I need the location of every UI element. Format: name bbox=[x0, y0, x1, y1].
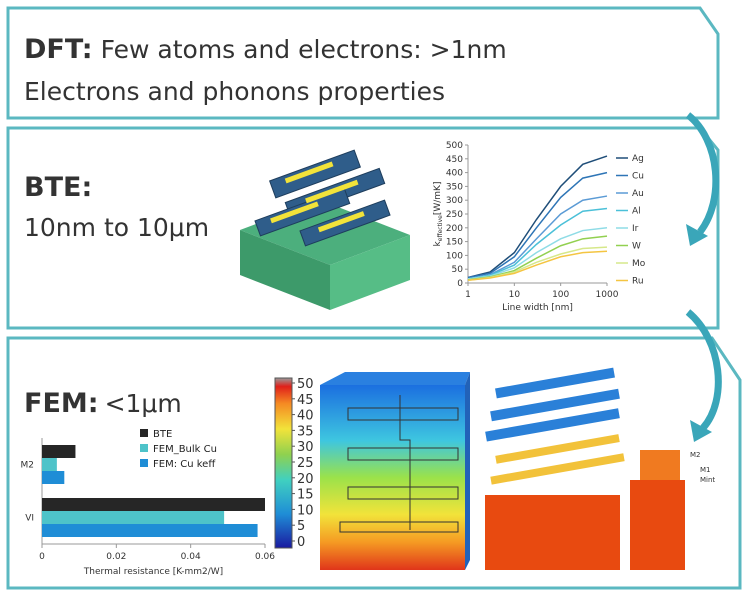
line bbox=[467, 171, 608, 279]
text: Few atoms and electrons: >1nm bbox=[101, 35, 507, 64]
y-tick-label: 50 bbox=[452, 265, 464, 275]
panel-frame bbox=[6, 126, 720, 330]
y-tick-label: 400 bbox=[446, 169, 463, 179]
panel-frame bbox=[6, 6, 720, 120]
y-tick-label: VI bbox=[25, 514, 34, 524]
panel-frames bbox=[6, 6, 742, 590]
x-tick-label: 10 bbox=[509, 290, 521, 300]
x-tick-label: 0.06 bbox=[255, 552, 275, 562]
colorbar-label: 50 bbox=[297, 377, 314, 392]
y-tick-label: 0 bbox=[457, 279, 463, 289]
bar bbox=[42, 511, 225, 524]
fem-temperature-image bbox=[320, 367, 685, 570]
x-tick-label: 1000 bbox=[596, 290, 619, 300]
y-axis-label: keffective[W/mK] bbox=[433, 182, 444, 247]
x-axis-label: Thermal resistance [K-mm2/W] bbox=[83, 567, 223, 577]
y-tick-label: 500 bbox=[446, 141, 463, 151]
y-tick-label: 100 bbox=[446, 251, 463, 261]
panel-line: DFT: Few atoms and electrons: >1nm bbox=[24, 34, 507, 65]
legend-label: FEM: Cu keff bbox=[153, 459, 216, 470]
y-tick-label: M2 bbox=[21, 461, 35, 471]
line bbox=[467, 155, 608, 279]
legend-swatch bbox=[140, 444, 148, 452]
bar bbox=[42, 471, 65, 484]
x-axis-label: Line width [nm] bbox=[502, 303, 573, 313]
colorbar bbox=[274, 377, 293, 549]
colorbar-label: 35 bbox=[297, 424, 314, 439]
label-main: k bbox=[433, 240, 443, 246]
legend-label: Ir bbox=[632, 224, 639, 234]
y-tick-label: 200 bbox=[446, 224, 463, 234]
legend-label: Al bbox=[632, 207, 641, 217]
x-tick-label: 1 bbox=[465, 290, 471, 300]
bar bbox=[42, 458, 57, 471]
arrow-head bbox=[686, 224, 708, 246]
panel-frame bbox=[6, 336, 742, 590]
legend-label: Ag bbox=[632, 154, 644, 164]
x-tick-label: 0.02 bbox=[106, 552, 126, 562]
x-tick-label: 0.04 bbox=[181, 552, 201, 562]
colorbar-label: 25 bbox=[297, 456, 314, 471]
y-tick-label: 450 bbox=[446, 155, 463, 165]
y-tick-label: 150 bbox=[446, 238, 463, 248]
level-label: M1 bbox=[700, 466, 711, 474]
bar bbox=[42, 445, 76, 458]
colorbar-label: 30 bbox=[297, 440, 314, 455]
legend-swatch bbox=[140, 429, 148, 437]
colorbar-label: 15 bbox=[297, 488, 314, 503]
colorbar-label: 20 bbox=[297, 472, 314, 487]
level-label: M2 bbox=[690, 451, 701, 459]
arrows bbox=[685, 112, 722, 431]
y-tick-label: 350 bbox=[446, 182, 463, 192]
heading: FEM: bbox=[24, 388, 99, 419]
legend-label: Ru bbox=[632, 277, 644, 287]
bar bbox=[42, 498, 265, 511]
colorbar-label: 10 bbox=[297, 503, 314, 518]
colorbar-label: 0 bbox=[297, 535, 305, 550]
heading: DFT: bbox=[24, 34, 93, 65]
label-sub: effective bbox=[437, 215, 444, 241]
text: <1μm bbox=[105, 389, 182, 418]
colorbar-label: 5 bbox=[297, 519, 305, 534]
bar bbox=[42, 524, 258, 537]
panel-line: 10nm to 10μm bbox=[24, 213, 209, 242]
y-tick-label: 250 bbox=[446, 210, 463, 220]
curved-arrow bbox=[685, 112, 720, 235]
heading: BTE: bbox=[24, 172, 92, 203]
x-tick-label: 100 bbox=[552, 290, 569, 300]
legend-label: Cu bbox=[632, 172, 644, 182]
panel-line: Electrons and phonons properties bbox=[24, 77, 445, 106]
legend-label: FEM_Bulk Cu bbox=[153, 444, 217, 455]
line bbox=[467, 227, 608, 280]
legend-label: BTE bbox=[153, 429, 172, 440]
legend-swatch bbox=[140, 459, 148, 467]
legend-label: Mo bbox=[632, 259, 646, 269]
label-unit: [W/mK] bbox=[433, 182, 443, 216]
colorbar-label: 40 bbox=[297, 409, 314, 424]
panel-line: FEM: <1μm bbox=[24, 388, 182, 419]
colorbar-label: 45 bbox=[297, 393, 314, 408]
arrow-head bbox=[690, 420, 712, 442]
x-tick-label: 0 bbox=[39, 552, 45, 562]
legend-label: W bbox=[632, 242, 641, 252]
line bbox=[467, 207, 608, 280]
y-tick-label: 300 bbox=[446, 196, 463, 206]
curved-arrow bbox=[685, 309, 722, 431]
bte-structure-image bbox=[240, 149, 410, 310]
legend-label: Au bbox=[632, 189, 644, 199]
level-label: Mint bbox=[700, 476, 715, 484]
line bbox=[467, 250, 608, 281]
line bbox=[467, 195, 608, 280]
